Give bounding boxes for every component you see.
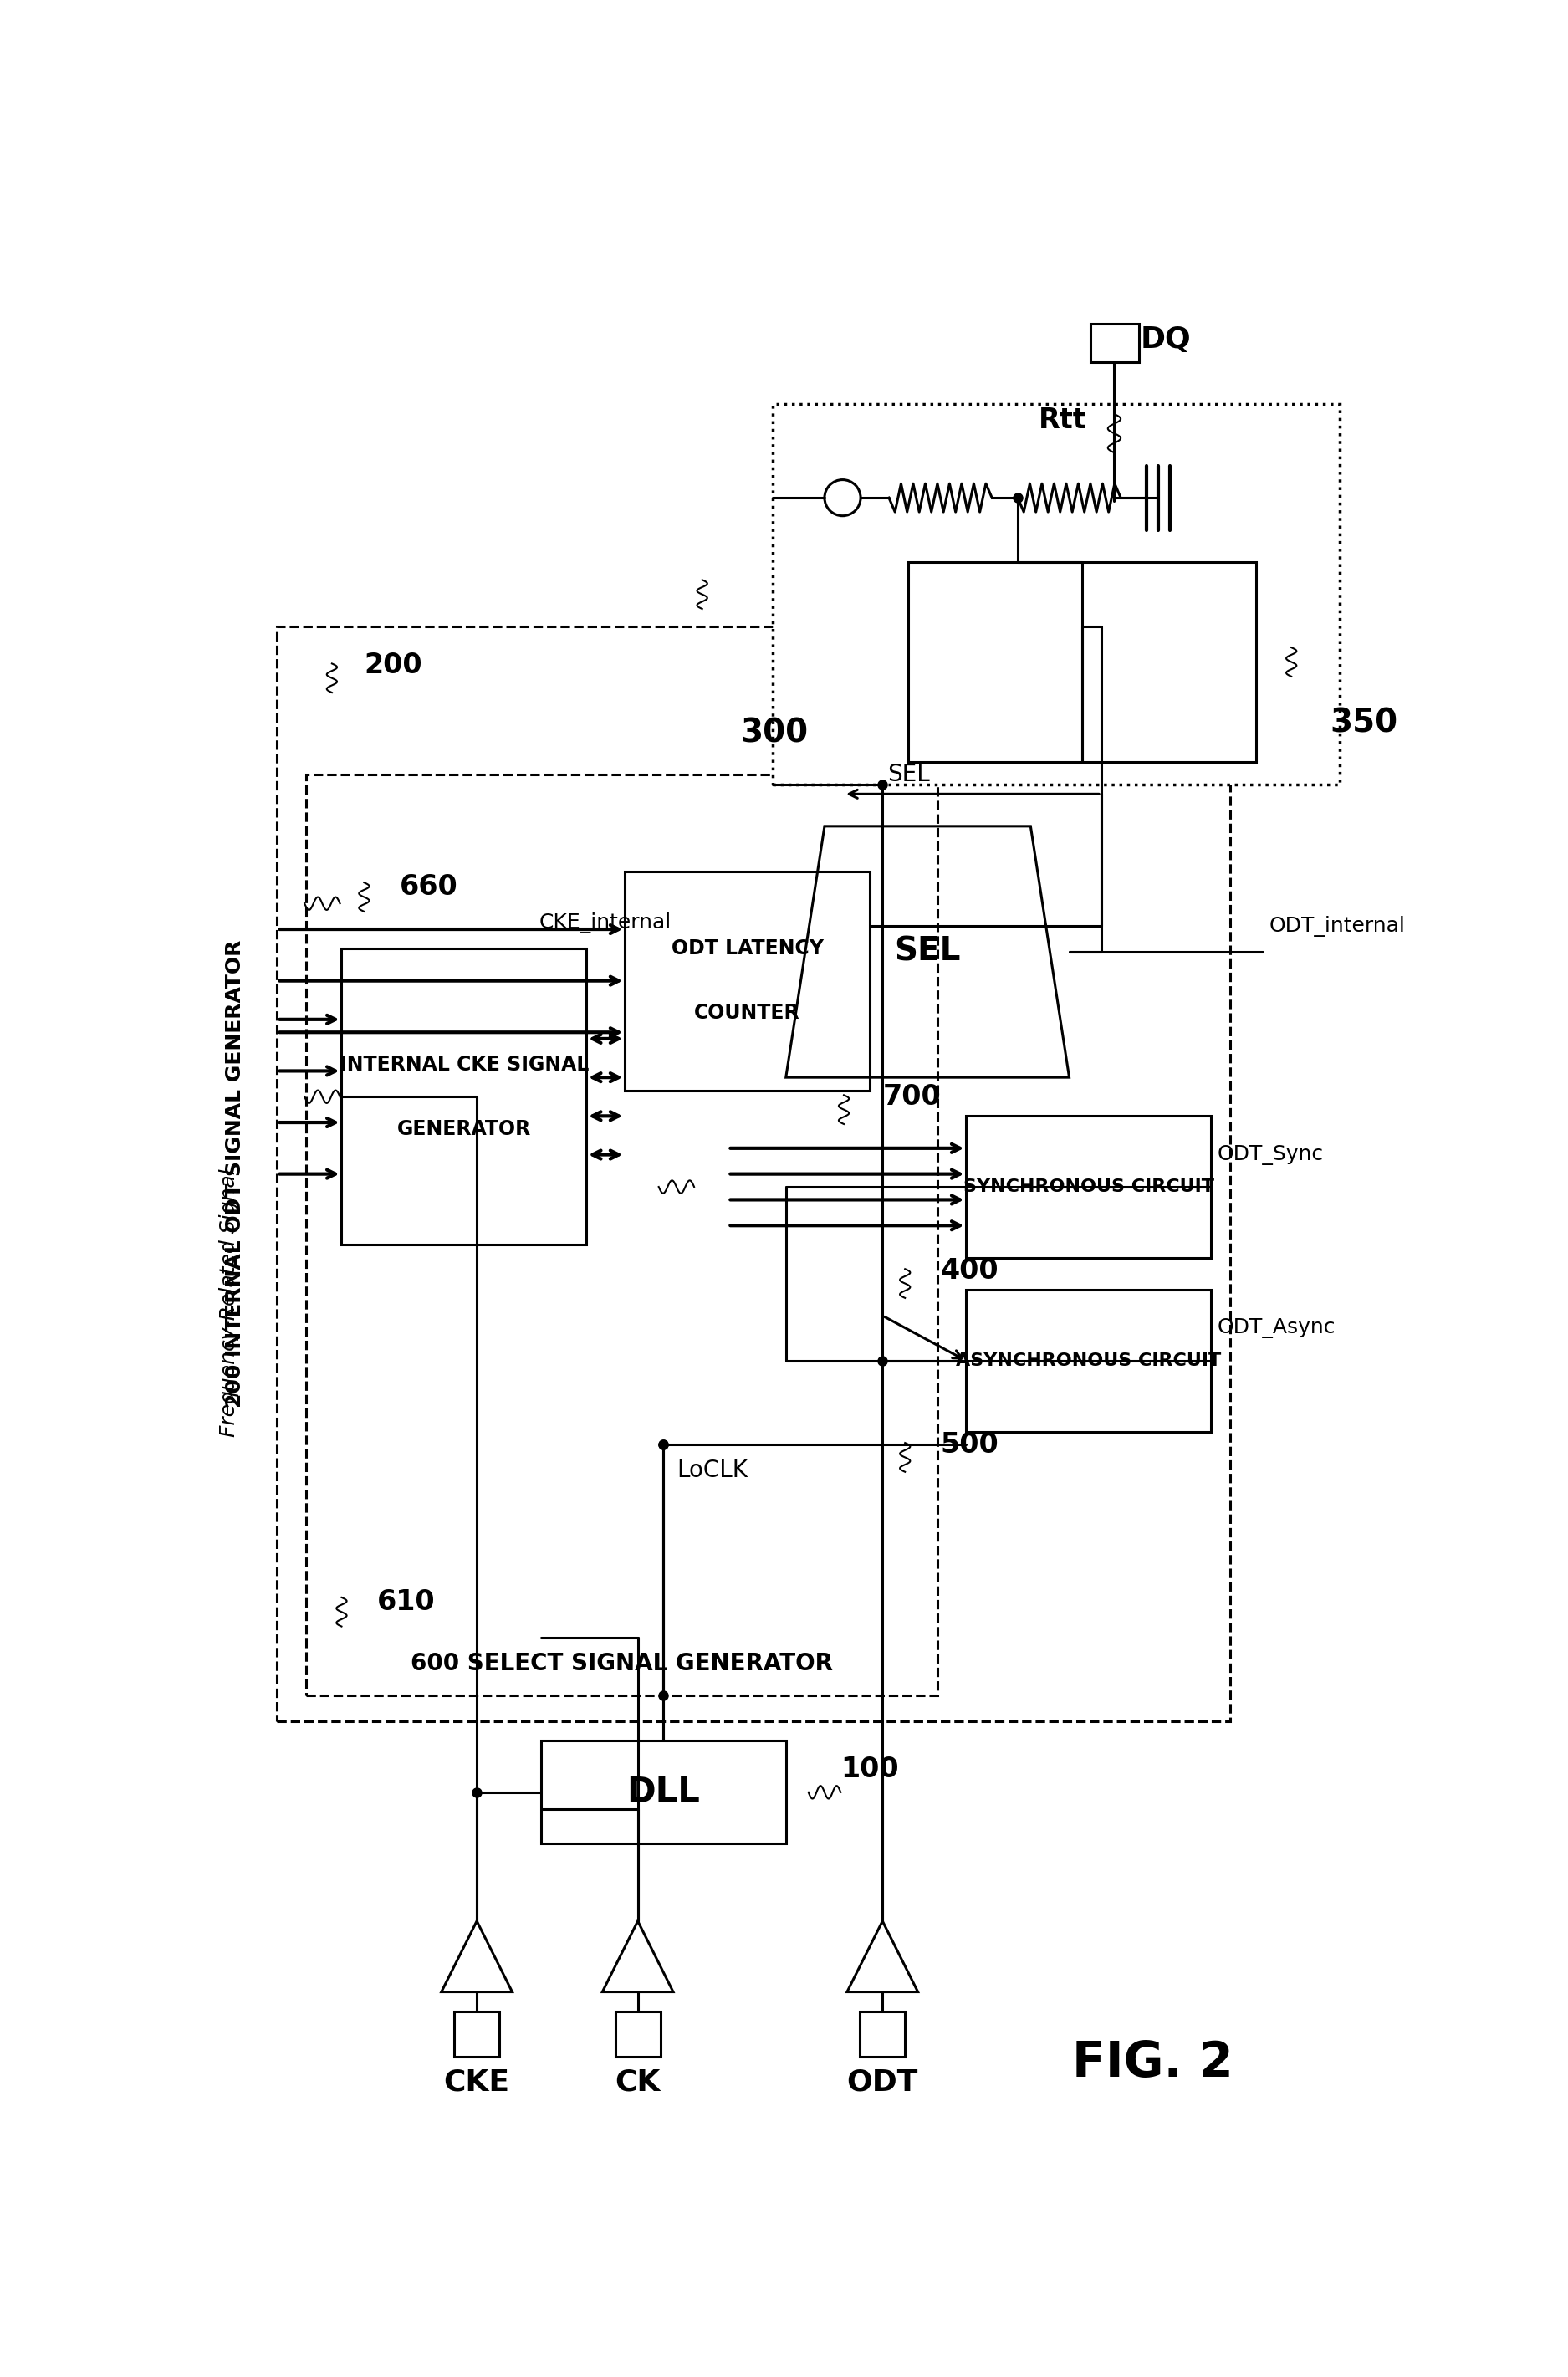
Text: ASYNCHRONOUS CIRCUIT: ASYNCHRONOUS CIRCUIT	[956, 1353, 1221, 1369]
Text: ODT: ODT	[847, 2068, 919, 2097]
Text: LoCLK: LoCLK	[676, 1459, 748, 1481]
Text: ODT LATENCY: ODT LATENCY	[671, 939, 823, 958]
Text: COUNTER: COUNTER	[695, 1003, 800, 1022]
Text: SEL: SEL	[887, 763, 930, 787]
Text: INTERNAL CKE SIGNAL: INTERNAL CKE SIGNAL	[339, 1055, 588, 1074]
Text: ODT_internal: ODT_internal	[1269, 915, 1405, 937]
Text: 700: 700	[883, 1084, 941, 1110]
Bar	[966, 1117, 1210, 1257]
Text: 610: 610	[376, 1588, 436, 1616]
Bar	[908, 563, 1256, 761]
Text: GENERATOR: GENERATOR	[397, 1120, 532, 1139]
Text: 100: 100	[840, 1757, 898, 1783]
Text: 200: 200	[364, 651, 422, 680]
Text: 200 INTERNAL ODT SIGNAL GENERATOR: 200 INTERNAL ODT SIGNAL GENERATOR	[226, 939, 245, 1407]
Bar	[306, 775, 938, 1695]
Text: 600 SELECT SIGNAL GENERATOR: 600 SELECT SIGNAL GENERATOR	[411, 1652, 833, 1676]
Bar	[966, 1291, 1210, 1431]
Text: Frequency-Related Signal: Frequency-Related Signal	[220, 1169, 238, 1438]
Bar	[541, 1740, 786, 1845]
Text: CKE_internal: CKE_internal	[539, 913, 671, 934]
Text: Rtt: Rtt	[1038, 406, 1087, 435]
Text: FIG. 2: FIG. 2	[1073, 2039, 1234, 2087]
Bar	[1090, 323, 1138, 364]
Text: DLL: DLL	[627, 1776, 701, 1809]
Bar	[859, 2011, 905, 2056]
Bar	[626, 872, 870, 1091]
Text: SYNCHRONOUS CIRCUIT: SYNCHRONOUS CIRCUIT	[963, 1179, 1214, 1196]
Text: 400: 400	[941, 1257, 999, 1284]
Bar	[773, 404, 1339, 784]
Text: SEL: SEL	[894, 937, 961, 967]
Text: DQ: DQ	[1140, 326, 1192, 354]
Bar	[615, 2011, 660, 2056]
Text: CK: CK	[615, 2068, 660, 2097]
Bar	[278, 628, 1231, 1721]
Text: 350: 350	[1330, 708, 1397, 739]
Text: 500: 500	[941, 1431, 999, 1457]
Text: CKE: CKE	[444, 2068, 510, 2097]
Bar	[455, 2011, 499, 2056]
Text: ODT_Async: ODT_Async	[1217, 1319, 1336, 1338]
Text: 300: 300	[740, 718, 809, 749]
Text: ODT_Sync: ODT_Sync	[1217, 1146, 1323, 1165]
Text: 660: 660	[400, 875, 458, 901]
Bar	[342, 948, 586, 1246]
